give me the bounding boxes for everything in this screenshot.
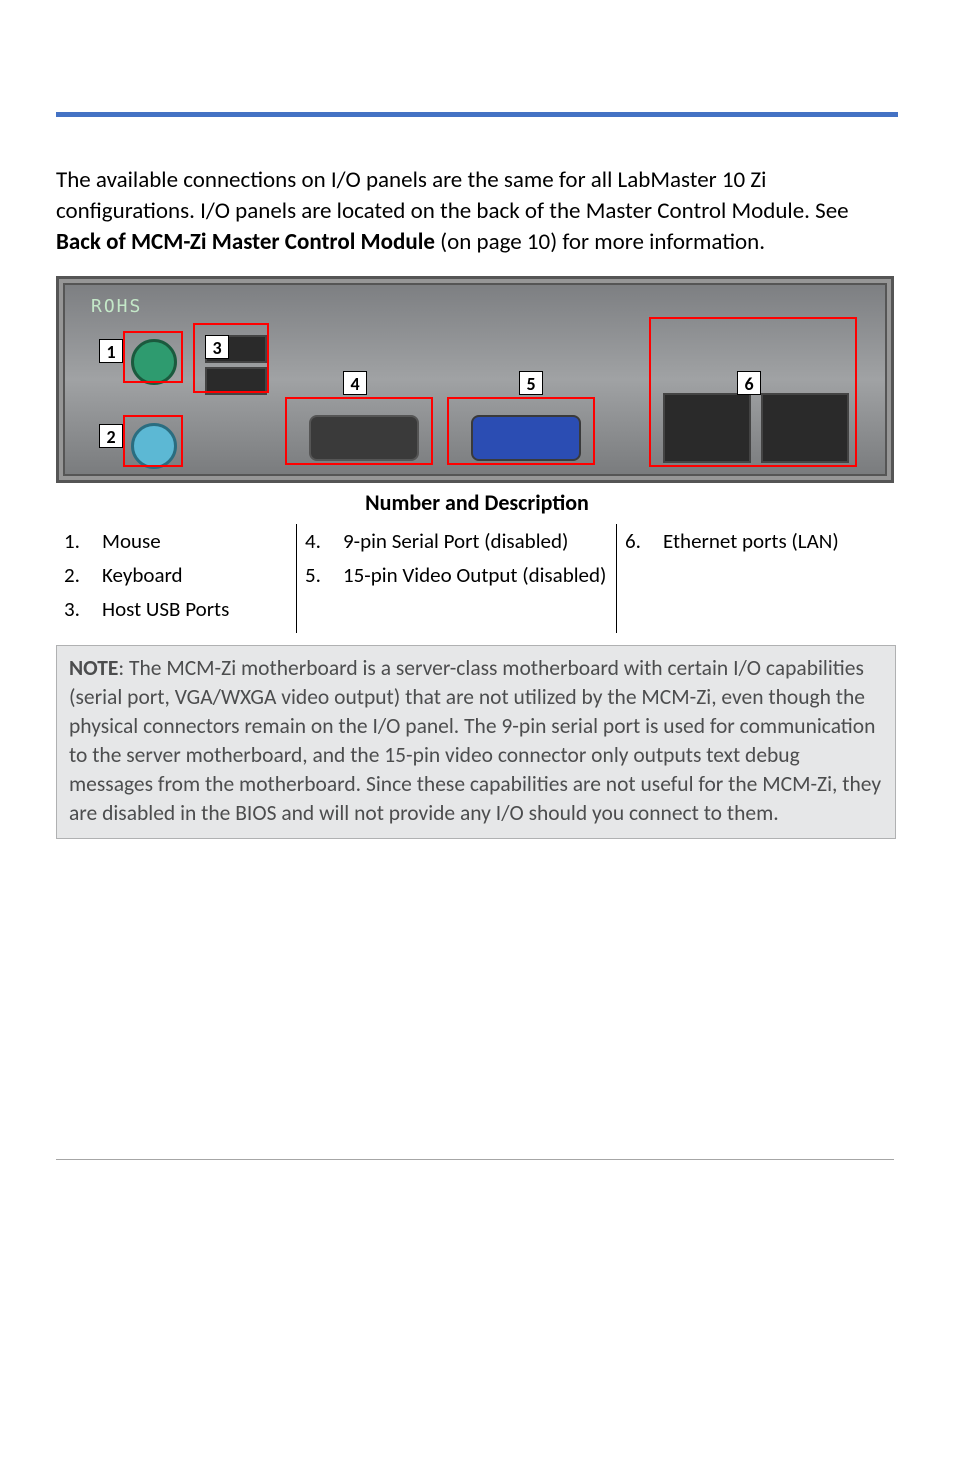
item-number: 4.	[305, 527, 333, 555]
item-text: 15-pin Video Output (disabled)	[333, 561, 608, 589]
item-text: Mouse	[92, 527, 288, 555]
table-row: 5.15-pin Video Output (disabled)	[305, 558, 608, 592]
note-label: NOTE	[69, 655, 118, 681]
callout-label: 4	[343, 371, 367, 395]
callout-label: 6	[737, 371, 761, 395]
table-row: 3.Host USB Ports	[64, 592, 288, 626]
note-body: : The MCM-Zi motherboard is a server-cla…	[69, 655, 881, 826]
callout-label: 3	[205, 335, 229, 359]
table-row: 1.Mouse	[64, 524, 288, 558]
item-number: 5.	[305, 561, 333, 589]
callout-box	[123, 331, 183, 383]
table-row: 6.Ethernet ports (LAN)	[625, 524, 886, 558]
footer-rule	[56, 1159, 894, 1160]
item-text: Ethernet ports (LAN)	[653, 527, 886, 555]
item-number: 2.	[64, 561, 92, 589]
intro-bold: Back of MCM-Zi Master Control Module	[56, 228, 435, 256]
note-box: NOTE: The MCM-Zi motherboard is a server…	[56, 645, 896, 839]
callout-label: 5	[519, 371, 543, 395]
rohs-label: ROHS	[91, 295, 142, 318]
io-panel-photo: ROHS 1 2 3 4 5 6	[56, 276, 894, 483]
intro-pre: The available connections on I/O panels …	[56, 166, 849, 225]
intro-post: (on page 10) for more information.	[435, 228, 765, 256]
table-row: 2.Keyboard	[64, 558, 288, 592]
item-text: Keyboard	[92, 561, 288, 589]
callout-box	[285, 397, 433, 465]
table-title: Number and Description	[56, 489, 898, 518]
item-number: 6.	[625, 527, 653, 555]
item-number: 1.	[64, 527, 92, 555]
callout-box	[447, 397, 595, 465]
table-col3: 6.Ethernet ports (LAN)	[616, 524, 894, 633]
item-text: 9-pin Serial Port (disabled)	[333, 527, 608, 555]
description-table: 1.Mouse 2.Keyboard 3.Host USB Ports 4.9-…	[56, 524, 894, 633]
callout-label: 1	[99, 339, 123, 363]
intro-paragraph: The available connections on I/O panels …	[56, 165, 898, 258]
table-col2: 4.9-pin Serial Port (disabled) 5.15-pin …	[296, 524, 616, 633]
table-col1: 1.Mouse 2.Keyboard 3.Host USB Ports	[56, 524, 296, 633]
header-rule	[56, 112, 898, 117]
callout-box	[123, 415, 183, 467]
item-number: 3.	[64, 595, 92, 623]
table-row: 4.9-pin Serial Port (disabled)	[305, 524, 608, 558]
item-text: Host USB Ports	[92, 595, 288, 623]
callout-label: 2	[99, 424, 123, 448]
